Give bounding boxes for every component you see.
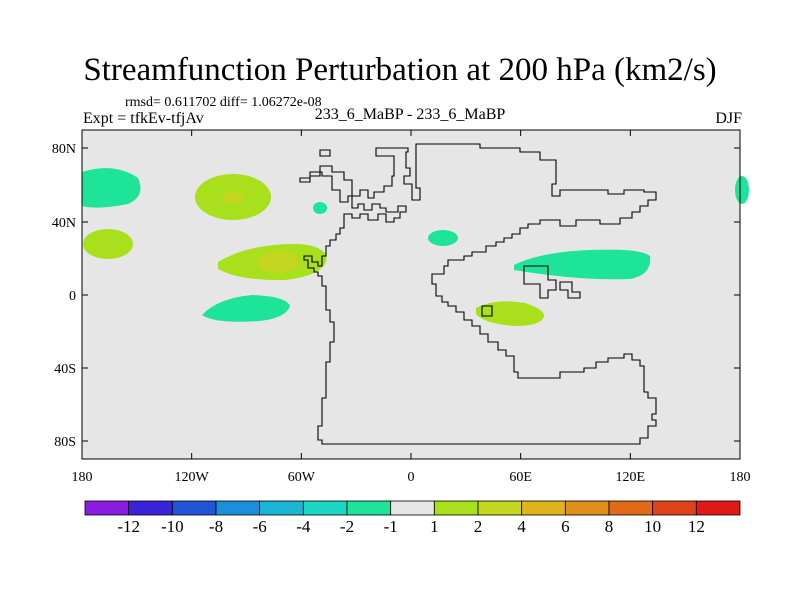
lon-tick-label: 180 <box>72 470 93 485</box>
colorbar-label: 1 <box>430 517 439 536</box>
experiment-label: Expt = tfkEv-tfjAv <box>83 110 204 127</box>
lon-tick-label: 120E <box>616 470 646 485</box>
anomaly-far-east <box>735 176 749 204</box>
anomaly-north-pacific-core <box>222 192 244 204</box>
colorbar-label: -2 <box>340 517 354 536</box>
colorbar-label: -10 <box>161 517 184 536</box>
colorbar-swatch <box>302 500 348 516</box>
coastline-layer <box>299 143 657 445</box>
greenland-coastline <box>319 149 331 157</box>
colorbar-swatch <box>564 500 610 516</box>
colorbar-label: -1 <box>384 517 398 536</box>
lon-tick-label: 0 <box>408 470 415 485</box>
rmsd-diff-stats: rmsd= 0.611702 diff= 1.06272e-08 <box>125 95 322 110</box>
anomaly-mediterranean <box>428 230 458 246</box>
colorbar-swatch <box>433 500 479 516</box>
colorbar-swatch <box>608 500 654 516</box>
lon-tick-label: 120W <box>175 470 210 485</box>
anomaly-subtropical-pacific-core <box>257 251 299 273</box>
colorbar-label: 8 <box>605 517 614 536</box>
colorbar-swatch <box>477 500 523 516</box>
anomaly-south-pacific <box>202 295 290 322</box>
indonesia-coastline <box>559 281 581 299</box>
americas-coastline <box>299 143 657 445</box>
colorbar-swatch <box>215 500 261 516</box>
lat-tick-label: 0 <box>69 289 76 304</box>
anomaly-indian-ocean <box>476 301 545 326</box>
colorbar-label: 2 <box>474 517 483 536</box>
colorbar-label: 10 <box>644 517 661 536</box>
colorbar: -12 -10 -8 -6 -4 -2 -1 1 2 4 6 8 10 12 <box>84 500 741 536</box>
lon-tick-label: 60E <box>509 470 532 485</box>
lat-tick-label: 80N <box>52 142 76 157</box>
plot-title: Streamfunction Perturbation at 200 hPa (… <box>83 52 717 88</box>
anomaly-layer <box>82 168 749 326</box>
colorbar-swatch <box>390 500 435 516</box>
latitude-axis: 80N 40N 0 40S 80S <box>52 142 740 450</box>
lat-tick-label: 40N <box>52 216 76 231</box>
colorbar-label: -4 <box>296 517 311 536</box>
colorbar-swatch <box>695 500 741 516</box>
anomaly-subtropical-pacific-west <box>83 229 133 259</box>
lon-tick-label: 180 <box>730 470 751 485</box>
lon-tick-label: 60W <box>288 470 316 485</box>
colorbar-swatch <box>652 500 697 516</box>
arabia-coastline <box>481 305 493 317</box>
colorbar-label: 4 <box>517 517 526 536</box>
colorbar-label: -6 <box>253 517 267 536</box>
india-coastline <box>523 265 557 299</box>
lat-tick-label: 80S <box>54 435 76 450</box>
colorbar-label: -8 <box>209 517 223 536</box>
colorbar-swatch <box>521 500 566 516</box>
comparison-label: 233_6_MaBP - 233_6_MaBP <box>314 106 506 123</box>
colorbar-swatch <box>259 500 304 516</box>
colorbar-swatch <box>171 500 217 516</box>
colorbar-swatch <box>84 500 130 516</box>
anomaly-north-pacific-west <box>82 168 141 208</box>
colorbar-label: -12 <box>117 517 140 536</box>
colorbar-swatch <box>346 500 392 516</box>
lat-tick-label: 40S <box>54 362 76 377</box>
colorbar-swatch <box>128 500 173 516</box>
anomaly-atlantic-small <box>313 202 327 214</box>
map-background <box>82 130 740 459</box>
colorbar-label: 6 <box>561 517 570 536</box>
colorbar-label: 12 <box>688 517 705 536</box>
season-label: DJF <box>715 110 742 127</box>
longitude-axis: 180 120W 60W 0 60E 120E 180 <box>72 130 751 485</box>
